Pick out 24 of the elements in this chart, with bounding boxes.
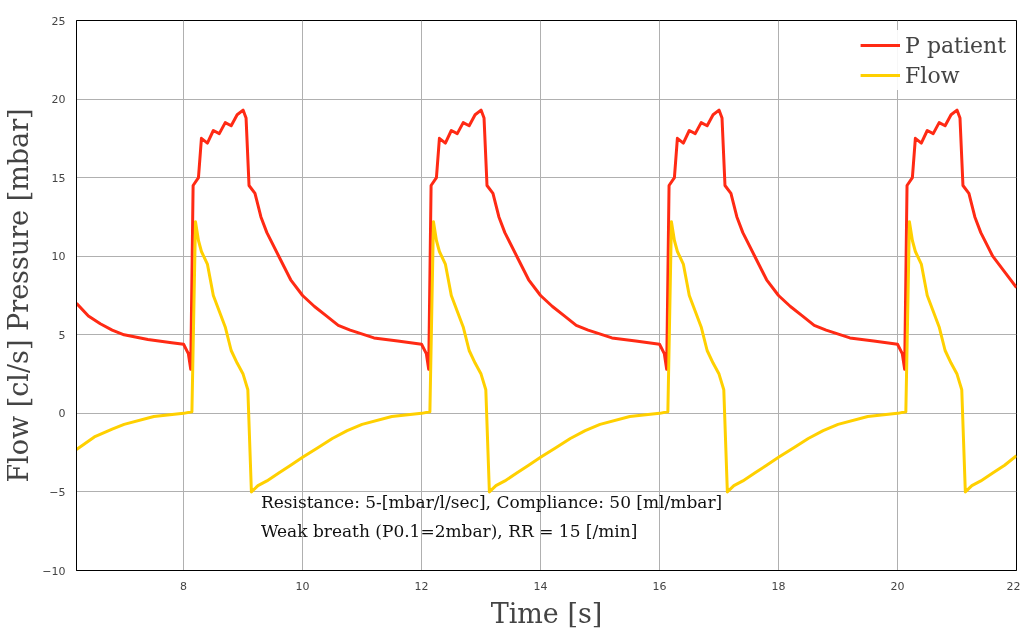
- y-tick-label: 0: [58, 407, 66, 421]
- y-axis-title: Flow [cl/s] Pressure [mbar]: [3, 108, 35, 483]
- annotation: Resistance: 5-[mbar/l/sec], Compliance: 50 [ml/mbar]: [260, 492, 723, 513]
- annotation: Weak breath (P0.1=2mbar), RR = 15 [/min]: [260, 520, 638, 541]
- x-tick-label: 14: [533, 579, 548, 593]
- x-tick-label: 12: [414, 579, 429, 593]
- x-tick-label: 22: [1006, 579, 1020, 593]
- y-tick-label: −5: [49, 485, 66, 499]
- x-tick-label: 18: [771, 579, 786, 593]
- x-tick-label: 20: [890, 579, 905, 593]
- x-axis-title: Time [s]: [490, 597, 603, 629]
- x-tick-label: 8: [180, 579, 188, 593]
- y-tick-label: 20: [51, 93, 66, 107]
- y-tick-label: −10: [42, 564, 66, 578]
- y-tick-label: 10: [51, 250, 66, 264]
- line-series: [76, 220, 1017, 494]
- y-tick-label: 25: [51, 14, 66, 28]
- legend-label: P patient: [905, 31, 1006, 60]
- legend-label: Flow: [905, 61, 960, 90]
- line-series: [76, 108, 1017, 371]
- y-tick-label: 15: [51, 171, 66, 185]
- x-tick-label: 10: [295, 579, 310, 593]
- x-tick-label: 16: [652, 579, 667, 593]
- y-tick-label: 5: [58, 328, 66, 342]
